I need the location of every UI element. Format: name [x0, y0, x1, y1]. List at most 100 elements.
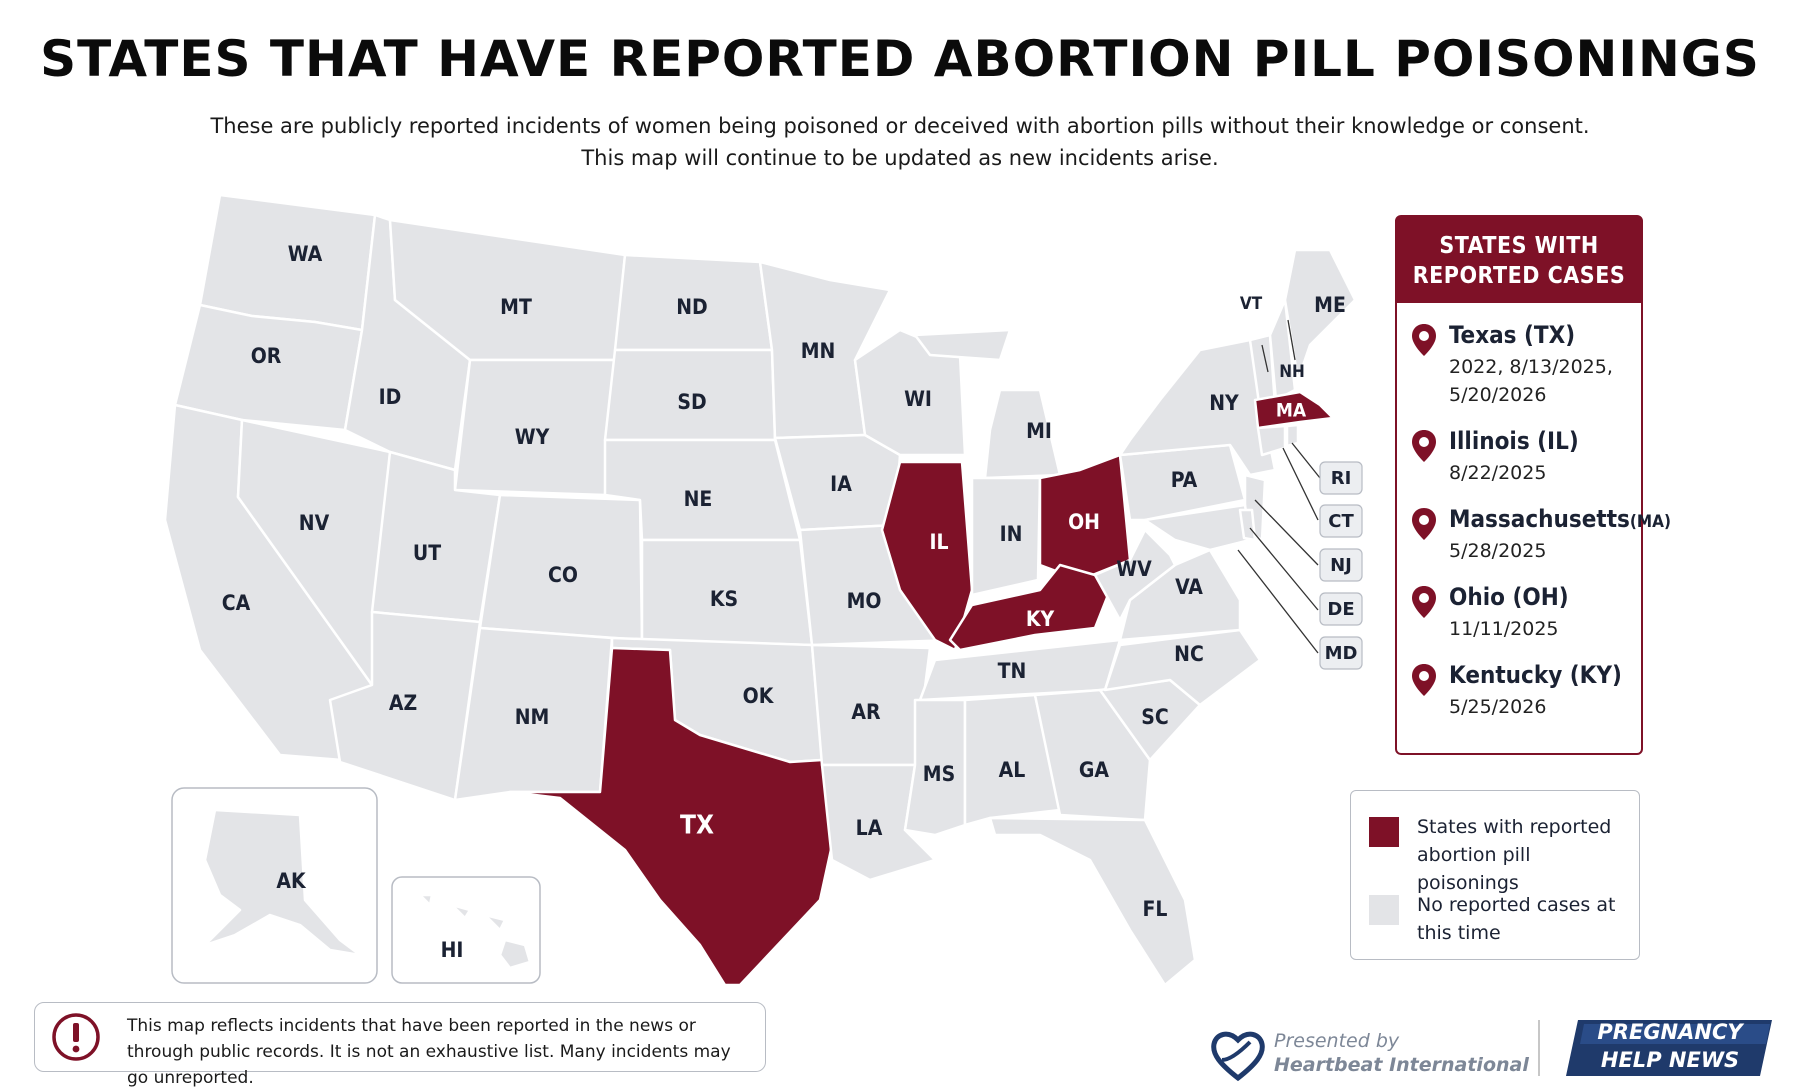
label-IA: IA — [830, 472, 852, 496]
case-dates: 8/22/2025 — [1449, 462, 1547, 484]
state-MD — [1143, 503, 1252, 552]
label-NH: NH — [1279, 362, 1305, 382]
svg-text:MD: MD — [1325, 643, 1358, 664]
state-WI — [853, 328, 967, 457]
label-WV: WV — [1116, 557, 1152, 581]
label-SD: SD — [677, 390, 706, 414]
label-NY: NY — [1209, 391, 1239, 415]
map-pin-icon — [1412, 324, 1436, 356]
case-dates: 2022, 8/13/2025, 5/20/2026 — [1449, 356, 1613, 406]
state-GA — [1033, 688, 1152, 822]
case-state-name: Massachusetts(MA) — [1449, 505, 1671, 533]
label-MS: MS — [923, 762, 955, 786]
legend-none: No reported cases at this time — [1369, 891, 1627, 947]
page-title: STATES THAT HAVE REPORTED ABORTION PILL … — [40, 30, 1760, 88]
state-WV — [1093, 528, 1177, 622]
label-ME: ME — [1314, 293, 1346, 317]
state-DE — [1238, 508, 1257, 542]
swatch-reported — [1369, 817, 1399, 847]
label-AZ: AZ — [389, 691, 417, 715]
case-state-name: Kentucky (KY) — [1449, 661, 1622, 689]
state-TX — [508, 646, 834, 987]
label-AL: AL — [999, 758, 1026, 782]
map-pin-icon — [1412, 586, 1436, 618]
chip-CT: CT — [1319, 504, 1363, 538]
reported-cases-panel: STATES WITH REPORTED CASES Texas (TX) 202… — [1395, 215, 1671, 755]
map-pin-icon — [1412, 430, 1436, 462]
state-MI — [913, 328, 1062, 480]
label-CA: CA — [222, 591, 251, 615]
state-CT — [1256, 424, 1287, 457]
disclaimer-text: This map reflects incidents that have be… — [127, 1016, 731, 1088]
label-WY: WY — [515, 425, 550, 449]
case-state-name: Texas (TX) — [1449, 321, 1576, 349]
label-CO: CO — [548, 563, 578, 587]
subtitle-line-2: This map will continue to be updated as … — [581, 146, 1219, 170]
case-dates: 5/28/2025 — [1449, 540, 1547, 562]
label-NV: NV — [299, 511, 330, 535]
svg-text:HELP NEWS: HELP NEWS — [1601, 1048, 1739, 1072]
svg-text:PREGNANCY: PREGNANCY — [1597, 1020, 1744, 1044]
label-KS: KS — [710, 587, 738, 611]
footer-separator — [1538, 1020, 1540, 1076]
heart-logo-icon — [1211, 1031, 1265, 1082]
map-pin-icon — [1412, 664, 1436, 696]
state-RI — [1285, 423, 1300, 448]
label-LA: LA — [856, 816, 883, 840]
alert-circle-icon — [52, 1013, 100, 1061]
state-NC — [1103, 628, 1262, 707]
state-IN — [970, 476, 1042, 597]
case-item: Massachusetts(MA) 5/28/2025 — [1397, 505, 1671, 565]
label-MA: MA — [1276, 400, 1307, 422]
label-VA: VA — [1175, 575, 1203, 599]
label-SC: SC — [1141, 705, 1168, 729]
label-IL: IL — [929, 530, 948, 554]
presented-by: Presented by Heartbeat International — [1210, 1030, 1529, 1086]
label-KY: KY — [1026, 607, 1055, 631]
label-OH: OH — [1068, 510, 1100, 534]
label-WA: WA — [288, 242, 323, 266]
hawaii-inset — [391, 876, 541, 984]
legend-reported: States with reported abortion pill poiso… — [1369, 813, 1627, 897]
state-FL — [988, 816, 1197, 987]
case-state-name: Ohio (OH) — [1449, 583, 1569, 611]
swatch-none — [1369, 895, 1399, 925]
pregnancy-help-news-logo: PREGNANCY HELP NEWS — [1566, 1020, 1772, 1076]
case-dates: 5/25/2026 — [1449, 696, 1547, 718]
svg-text:RI: RI — [1331, 468, 1352, 489]
label-TX: TX — [680, 811, 714, 841]
label-NE: NE — [684, 487, 713, 511]
legend: States with reported abortion pill poiso… — [1350, 790, 1640, 960]
state-AL — [963, 693, 1062, 827]
label-TN: TN — [998, 659, 1027, 683]
label-AK: AK — [276, 869, 307, 893]
label-HI: HI — [441, 938, 464, 962]
label-IN: IN — [1000, 522, 1023, 546]
disclaimer-note: This map reflects incidents that have be… — [34, 1002, 766, 1088]
chip-NJ: NJ — [1319, 548, 1363, 582]
label-PA: PA — [1171, 468, 1198, 492]
label-MI: MI — [1026, 419, 1052, 443]
svg-text:NJ: NJ — [1330, 555, 1352, 576]
case-item: Illinois (IL) 8/22/2025 — [1397, 427, 1641, 487]
label-NC: NC — [1174, 642, 1204, 666]
label-FL: FL — [1143, 897, 1168, 921]
label-WI: WI — [904, 387, 932, 411]
label-GA: GA — [1079, 758, 1110, 782]
chip-RI: RI — [1319, 461, 1363, 495]
state-IL — [880, 460, 974, 652]
state-NH — [1268, 298, 1297, 402]
label-VT: VT — [1240, 294, 1263, 314]
svg-text:DE: DE — [1327, 599, 1354, 620]
label-OR: OR — [251, 344, 282, 368]
label-ID: ID — [379, 385, 402, 409]
state-AK — [203, 808, 362, 957]
label-MO: MO — [847, 589, 882, 613]
chip-MD: MD — [1319, 636, 1363, 670]
case-item: Kentucky (KY) 5/25/2026 — [1397, 661, 1641, 721]
label-OK: OK — [743, 684, 775, 708]
case-state-name: Illinois (IL) — [1449, 427, 1579, 455]
case-dates: 11/11/2025 — [1449, 618, 1559, 640]
subtitle-line-1: These are publicly reported incidents of… — [210, 114, 1590, 138]
